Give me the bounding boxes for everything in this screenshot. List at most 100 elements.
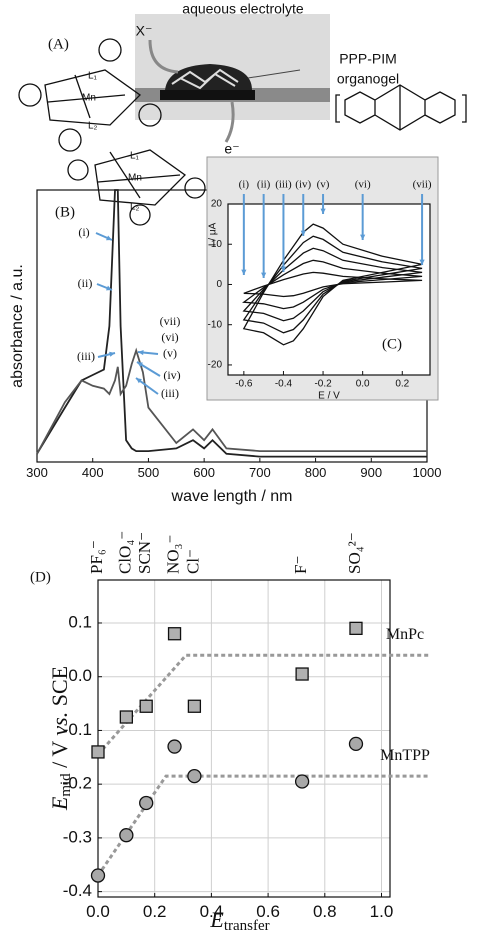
annotation: (ii) bbox=[78, 276, 93, 290]
y-axis-label: I / μA bbox=[208, 222, 219, 246]
x-tick-label: 800 bbox=[305, 465, 327, 480]
x-tick-label: 1000 bbox=[413, 465, 442, 480]
top-label: PF₆⁻ bbox=[87, 540, 106, 574]
x-tick-label: 0.0 bbox=[356, 379, 370, 390]
series-line bbox=[242, 223, 423, 346]
point bbox=[187, 699, 202, 713]
annotation: (v) bbox=[163, 346, 177, 360]
arrow-head bbox=[280, 266, 287, 272]
label-part: mid bbox=[58, 773, 74, 797]
arrow-head bbox=[137, 362, 143, 368]
top-label: NO₃⁻ bbox=[163, 535, 182, 574]
ligand-label: L₁ bbox=[130, 151, 140, 162]
gel-label: organogel bbox=[337, 71, 399, 87]
top-label: SO₄²⁻ bbox=[345, 532, 364, 574]
x-tick-label: 0.0 bbox=[86, 902, 110, 921]
point bbox=[167, 627, 182, 641]
x-tick-label: 0.2 bbox=[395, 379, 409, 390]
annotation: (iv) bbox=[295, 179, 311, 191]
point bbox=[119, 828, 134, 843]
x-tick-label: -0.6 bbox=[235, 379, 253, 390]
arrow-head bbox=[320, 208, 326, 214]
electrolyte-label: aqueous electrolyte bbox=[182, 1, 304, 17]
series-label: MnPc bbox=[386, 626, 424, 643]
series-line bbox=[36, 189, 427, 458]
annotation: (ii) bbox=[257, 179, 271, 191]
fit-line bbox=[96, 774, 430, 877]
point bbox=[91, 745, 105, 759]
x-tick-label: -0.4 bbox=[275, 379, 293, 390]
metal-label: Mn bbox=[82, 93, 96, 104]
y-tick-label: 0.1 bbox=[68, 612, 92, 631]
series-label: MnTPP bbox=[380, 747, 430, 764]
ligand-label: L₂ bbox=[130, 202, 140, 213]
arrow-head bbox=[106, 235, 112, 241]
x-axis-label: E / V bbox=[318, 391, 340, 402]
y-axis-label: absorbance / a.u. bbox=[9, 264, 26, 388]
pointer bbox=[247, 69, 301, 79]
panel-label: (B) bbox=[55, 204, 75, 220]
top-label: Cl⁻ bbox=[183, 549, 202, 574]
annotation: (vii) bbox=[160, 314, 181, 328]
electron-arrow bbox=[224, 101, 235, 143]
annotation: (iii) bbox=[275, 179, 292, 191]
schematic: (A) aqueous electrolyte PPP-PIM organoge… bbox=[18, 1, 467, 226]
y-tick-label: 0.0 bbox=[68, 666, 92, 685]
series-line bbox=[243, 271, 423, 298]
x-tick-label: 900 bbox=[360, 465, 382, 480]
label-part: E bbox=[47, 796, 72, 811]
metal-label: Mn bbox=[128, 173, 142, 184]
x-tick-label: 0.4 bbox=[200, 902, 224, 921]
top-label: F⁻ bbox=[291, 556, 310, 574]
x-tick-label: 700 bbox=[249, 465, 271, 480]
ligand-label: L₁ bbox=[88, 71, 98, 82]
arrow-head bbox=[419, 259, 425, 265]
arrow-head bbox=[138, 349, 144, 356]
panel-label: (D) bbox=[30, 569, 51, 585]
series-line bbox=[36, 347, 427, 455]
series-line bbox=[242, 259, 423, 310]
y-axis-label: Emid / V vs. SCE bbox=[47, 666, 74, 811]
polymer-structure bbox=[335, 84, 467, 131]
y-tick-label: -10 bbox=[208, 319, 223, 330]
point bbox=[139, 699, 153, 713]
annotation: (iii) bbox=[77, 349, 95, 363]
point bbox=[119, 710, 133, 724]
arrow-head bbox=[261, 272, 267, 278]
label-part: transfer bbox=[224, 918, 270, 932]
annotation: (vi) bbox=[161, 330, 178, 344]
ligand-label: L₂ bbox=[88, 121, 98, 132]
arrow-head bbox=[300, 230, 306, 236]
arrow-head bbox=[136, 378, 142, 384]
x-tick-label: 0.2 bbox=[143, 902, 167, 921]
point bbox=[187, 768, 202, 784]
x-tick-label: 400 bbox=[82, 465, 104, 480]
anion-label: X⁻ bbox=[136, 23, 153, 39]
annotation: (iv) bbox=[163, 368, 180, 382]
electrode bbox=[160, 90, 255, 100]
x-tick-label: 300 bbox=[26, 465, 48, 480]
plot-frame bbox=[97, 579, 391, 898]
y-tick-label: -0.1 bbox=[63, 720, 92, 739]
anion-arrow bbox=[148, 39, 179, 74]
x-tick-label: -0.2 bbox=[314, 379, 332, 390]
point bbox=[349, 621, 363, 636]
point bbox=[294, 774, 310, 789]
y-tick-label: -0.2 bbox=[63, 774, 92, 793]
panel-label: (C) bbox=[382, 336, 402, 352]
plot-frame bbox=[227, 203, 431, 376]
y-tick-label: 20 bbox=[211, 199, 223, 210]
arrow-head bbox=[106, 285, 112, 291]
x-tick-label: 500 bbox=[138, 465, 160, 480]
arrow-head bbox=[241, 269, 247, 275]
x-tick-label: 600 bbox=[193, 465, 215, 480]
x-tick-label: 0.6 bbox=[256, 902, 280, 921]
annotation: (i) bbox=[78, 225, 89, 239]
x-axis-label: wave length / nm bbox=[171, 488, 293, 505]
label-part: vs. bbox=[47, 712, 72, 736]
panel-label: (A) bbox=[48, 36, 69, 52]
annotation: (i) bbox=[239, 179, 250, 191]
point bbox=[295, 667, 309, 681]
annotation: (iii) bbox=[161, 386, 179, 400]
